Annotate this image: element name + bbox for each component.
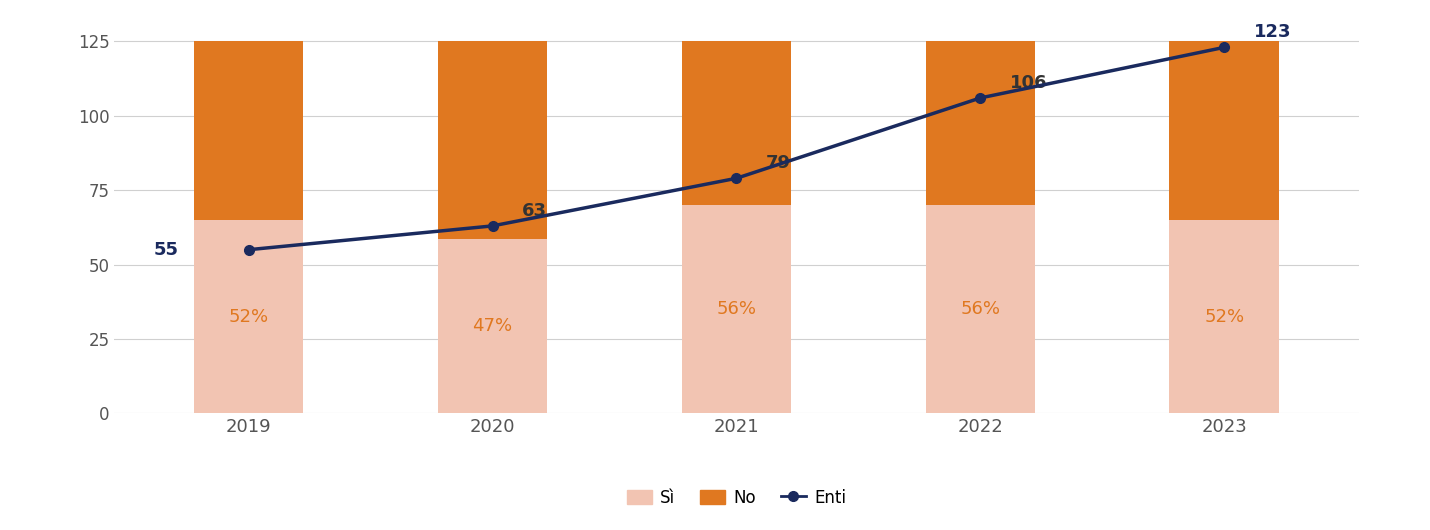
Bar [1170, 220, 1280, 413]
Bar [682, 205, 791, 413]
Text: 47%: 47% [472, 317, 512, 335]
Text: 123: 123 [1254, 23, 1291, 41]
Bar [438, 238, 548, 413]
Legend: Sì, No, Enti: Sì, No, Enti [621, 482, 852, 514]
Text: 52%: 52% [1204, 308, 1244, 325]
Bar [1170, 41, 1280, 220]
Text: 56%: 56% [961, 300, 1001, 318]
Bar [438, 41, 548, 238]
Text: 79: 79 [765, 154, 791, 172]
Text: 53%: 53% [472, 131, 512, 149]
Bar [193, 41, 303, 220]
Bar [925, 41, 1035, 205]
Text: 48%: 48% [1204, 122, 1244, 140]
Bar [193, 220, 303, 413]
Text: 63: 63 [522, 202, 546, 220]
Text: 44%: 44% [961, 114, 1001, 132]
Text: 106: 106 [1010, 74, 1047, 92]
Text: 56%: 56% [716, 300, 756, 318]
Text: 48%: 48% [229, 122, 269, 140]
Text: 55: 55 [154, 241, 179, 259]
Bar [925, 205, 1035, 413]
Bar [682, 41, 791, 205]
Text: 52%: 52% [229, 308, 269, 325]
Text: 44%: 44% [716, 114, 756, 132]
